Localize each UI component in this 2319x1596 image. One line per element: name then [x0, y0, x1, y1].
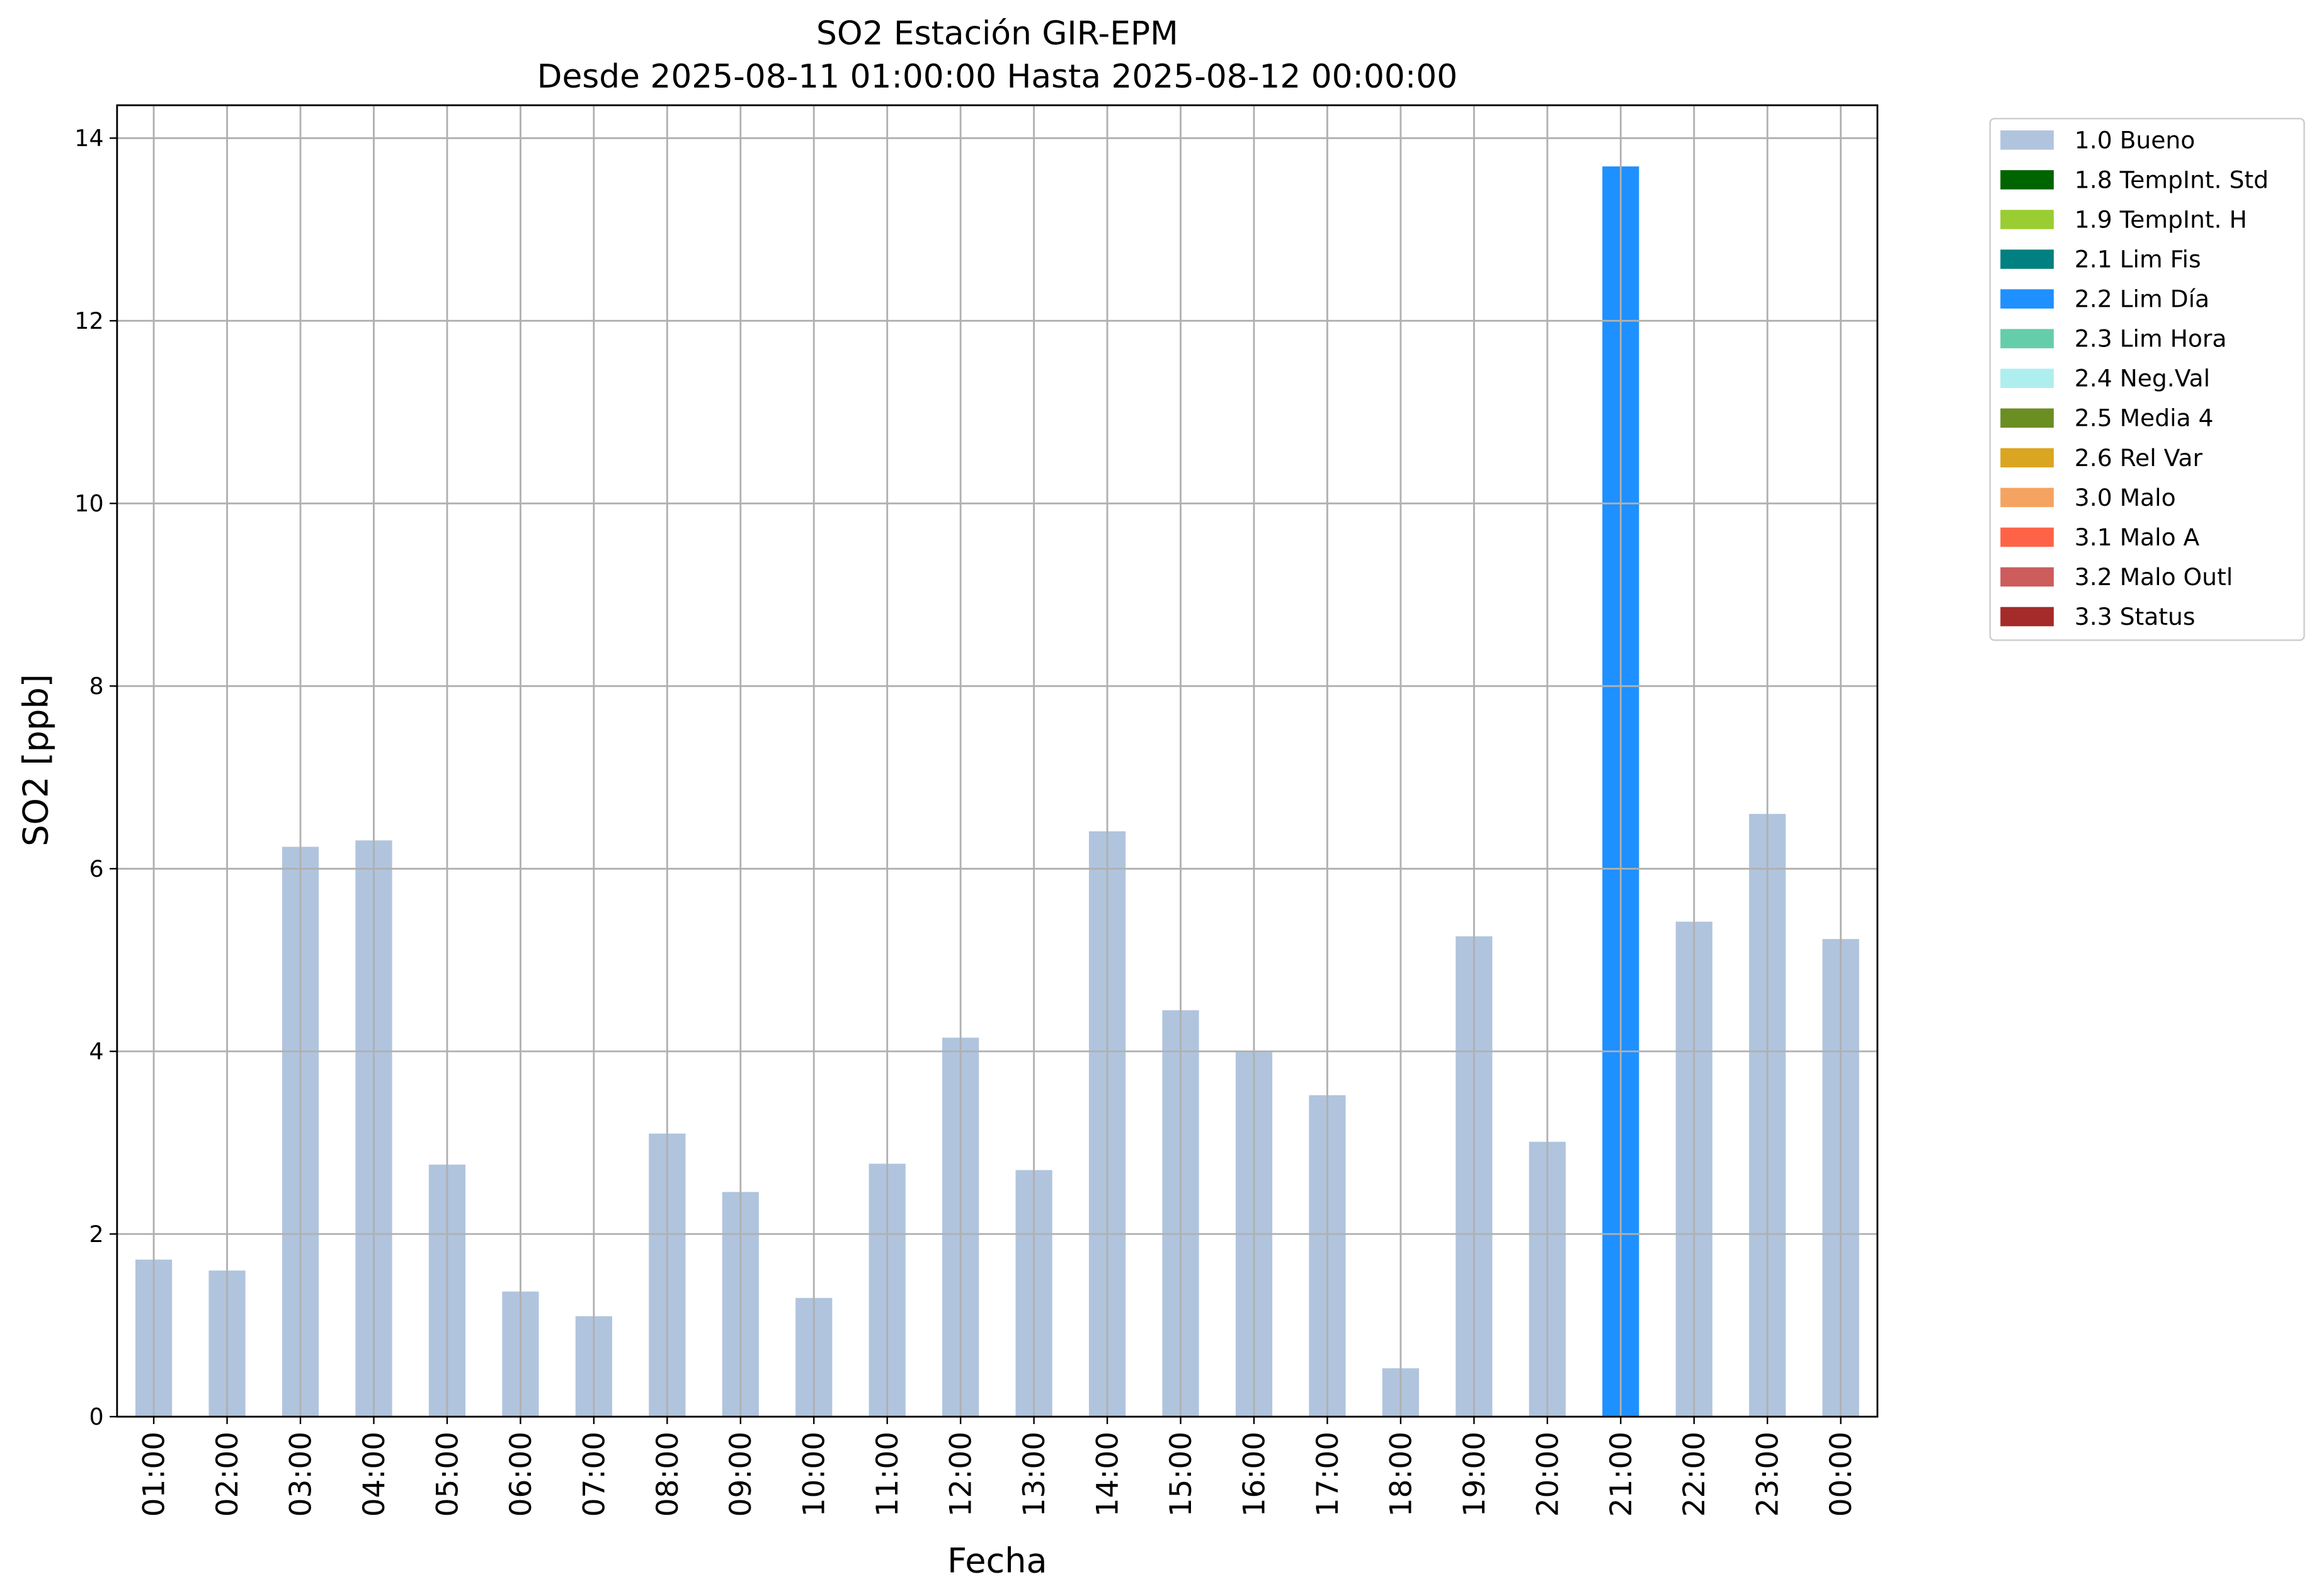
x-tick-label: 13:00 — [1017, 1432, 1052, 1517]
legend-swatch — [2000, 487, 2054, 508]
legend-swatch — [2000, 527, 2054, 547]
x-tick-label: 06:00 — [504, 1432, 538, 1517]
plot-frame — [116, 104, 1879, 1418]
x-tick-label: 17:00 — [1311, 1432, 1345, 1517]
legend-swatch — [2000, 567, 2054, 587]
x-tick-label: 00:00 — [1824, 1432, 1859, 1517]
legend-swatch — [2000, 210, 2054, 229]
legend-label: 2.1 Lim Fis — [2075, 245, 2201, 273]
y-tick-label: 12 — [74, 307, 103, 334]
legend-label: 3.0 Malo — [2075, 484, 2176, 511]
legend-swatch — [2000, 368, 2054, 389]
x-tick-label: 21:00 — [1604, 1432, 1639, 1517]
legend-label: 3.2 Malo Outl — [2075, 563, 2233, 591]
x-tick-label: 08:00 — [651, 1432, 685, 1517]
legend-swatch — [2000, 289, 2054, 309]
legend-label: 1.0 Bueno — [2075, 126, 2195, 154]
legend-swatch — [2000, 170, 2054, 190]
x-tick-label: 12:00 — [944, 1432, 979, 1517]
legend-swatch — [2000, 448, 2054, 468]
x-tick-label: 02:00 — [210, 1432, 245, 1517]
x-tick-label: 03:00 — [283, 1432, 318, 1517]
y-tick-label: 0 — [89, 1403, 103, 1430]
legend-label: 1.9 TempInt. H — [2075, 205, 2247, 233]
x-tick-label: 18:00 — [1384, 1432, 1418, 1517]
legend-label: 2.3 Lim Hora — [2075, 325, 2227, 353]
legend-swatch — [2000, 408, 2054, 428]
legend-box — [1989, 118, 2305, 641]
x-tick-label: 19:00 — [1457, 1432, 1492, 1517]
x-tick-label: 10:00 — [797, 1432, 832, 1517]
chart-subtitle: Desde 2025-08-11 01:00:00 Hasta 2025-08-… — [537, 58, 1458, 96]
y-tick-label: 10 — [74, 490, 103, 517]
legend-label: 2.4 Neg.Val — [2075, 365, 2210, 392]
legend-label: 1.8 TempInt. Std — [2075, 166, 2269, 193]
x-tick-label: 01:00 — [137, 1432, 172, 1517]
legend-label: 3.1 Malo A — [2075, 523, 2200, 551]
legend-label: 2.6 Rel Var — [2075, 444, 2203, 472]
x-tick-label: 05:00 — [430, 1432, 465, 1517]
x-axis-label: Fecha — [947, 1541, 1047, 1580]
chart-title: SO2 Estación GIR-EPM — [816, 15, 1178, 53]
x-tick-label: 22:00 — [1677, 1432, 1712, 1517]
legend-swatch — [2000, 329, 2054, 348]
x-tick-label: 07:00 — [577, 1432, 612, 1517]
x-tick-label: 11:00 — [870, 1432, 905, 1517]
x-tick-label: 20:00 — [1530, 1432, 1565, 1517]
y-axis-label: SO2 [ppb] — [16, 674, 55, 846]
x-tick-label: 23:00 — [1751, 1432, 1786, 1517]
legend-swatch — [2000, 607, 2054, 627]
legend-label: 2.2 Lim Día — [2075, 285, 2209, 313]
y-tick-label: 8 — [89, 673, 103, 700]
x-tick-label: 16:00 — [1237, 1432, 1272, 1517]
legend-swatch — [2000, 249, 2054, 269]
x-tick-label: 04:00 — [357, 1432, 392, 1517]
legend-swatch — [2000, 130, 2054, 150]
legend-label: 2.5 Media 4 — [2075, 404, 2214, 432]
x-tick-label: 15:00 — [1164, 1432, 1199, 1517]
legend-label: 3.3 Status — [2075, 603, 2196, 630]
y-tick-label: 14 — [74, 125, 103, 152]
y-tick-label: 6 — [89, 855, 103, 882]
x-tick-label: 14:00 — [1091, 1432, 1125, 1517]
y-tick-label: 4 — [89, 1038, 103, 1065]
y-tick-label: 2 — [89, 1221, 103, 1248]
x-tick-label: 09:00 — [724, 1432, 758, 1517]
